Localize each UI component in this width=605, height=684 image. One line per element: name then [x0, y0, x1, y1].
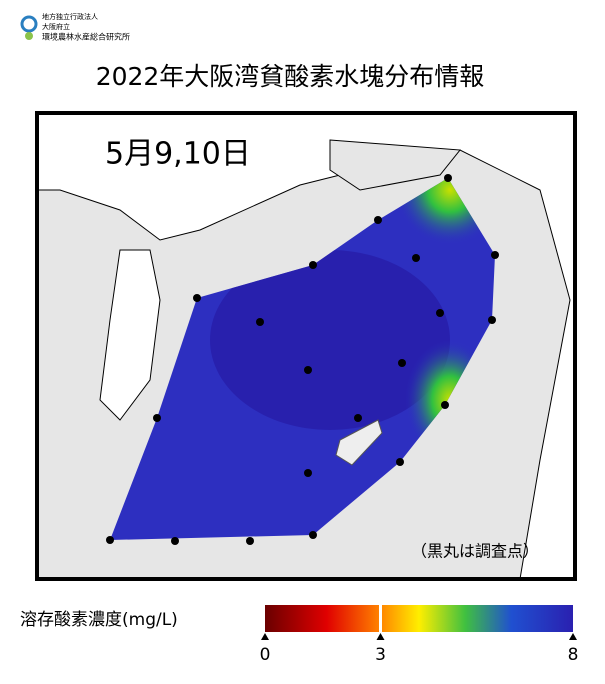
org-line: 大阪府立 [42, 22, 70, 31]
tick-mark [569, 633, 577, 640]
station [491, 251, 499, 259]
station [354, 414, 362, 422]
tick-mark [261, 633, 269, 640]
tick-label: 0 [260, 645, 271, 665]
station [396, 458, 404, 466]
station [304, 469, 312, 477]
station [398, 359, 406, 367]
station [193, 294, 201, 302]
tick-label: 3 [375, 645, 386, 665]
station [256, 318, 264, 326]
station [444, 174, 452, 182]
station [412, 254, 420, 262]
title: 2022年大阪湾貧酸素水塊分布情報 [96, 62, 485, 91]
logo: 地方独立行政法人 大阪府立 環境農林水産総合研究所 [20, 12, 130, 42]
colorbar [265, 605, 573, 632]
map: 5月9,10日 （黒丸は調査点） [35, 111, 577, 581]
station [171, 537, 179, 545]
station [246, 537, 254, 545]
station [304, 366, 312, 374]
note: （黒丸は調査点） [411, 542, 539, 561]
station [374, 216, 382, 224]
org-line: 環境農林水産総合研究所 [42, 32, 130, 42]
legend-label: 溶存酸素濃度(mg/L) [20, 610, 178, 630]
date: 5月9,10日 [105, 137, 251, 172]
org-line: 地方独立行政法人 [42, 12, 98, 21]
tick-mark [376, 633, 385, 640]
station [309, 261, 317, 269]
station [488, 316, 496, 324]
station [309, 531, 317, 539]
tick-label: 8 [568, 645, 579, 665]
station [436, 309, 444, 317]
station [106, 536, 114, 544]
station [153, 414, 161, 422]
station [441, 401, 449, 409]
